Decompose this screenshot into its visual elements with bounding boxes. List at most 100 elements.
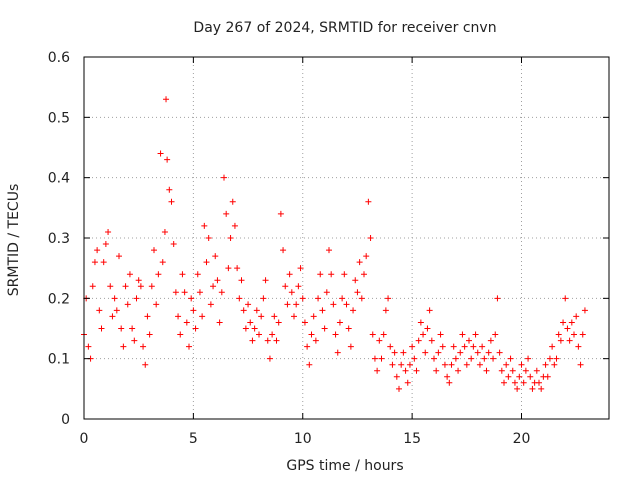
data-point xyxy=(192,325,199,332)
data-point xyxy=(293,301,300,308)
data-point xyxy=(450,343,457,350)
data-point xyxy=(560,319,567,326)
x-axis-label: GPS time / hours xyxy=(286,458,403,474)
data-point xyxy=(466,337,472,344)
y-tick-label: 0.2 xyxy=(48,291,70,307)
data-point xyxy=(118,325,125,332)
data-point xyxy=(564,325,571,332)
data-point xyxy=(409,343,416,350)
data-point xyxy=(380,331,387,338)
data-point xyxy=(371,355,378,362)
data-point xyxy=(481,355,488,362)
data-point xyxy=(168,198,175,205)
data-point xyxy=(581,307,588,314)
data-point xyxy=(153,301,160,308)
data-point xyxy=(175,313,182,320)
data-point xyxy=(273,337,280,344)
data-point xyxy=(234,265,241,272)
data-point xyxy=(247,319,254,326)
data-point xyxy=(96,307,103,314)
data-point xyxy=(172,289,179,296)
data-point xyxy=(100,259,107,266)
data-point xyxy=(129,325,136,332)
data-point xyxy=(402,367,409,374)
tick-labels: 0 0.1 0.2 0.3 0.4 0.5 0.6 0 5 10 15 20 xyxy=(48,50,531,447)
data-point xyxy=(288,289,295,296)
data-point xyxy=(514,385,521,392)
data-point xyxy=(498,367,505,374)
data-point xyxy=(323,289,330,296)
data-point xyxy=(107,283,114,290)
data-point xyxy=(334,349,341,356)
data-point xyxy=(120,343,127,350)
data-point xyxy=(400,349,407,356)
data-point xyxy=(266,355,273,362)
data-point xyxy=(476,361,483,368)
data-point xyxy=(396,385,402,392)
data-point xyxy=(444,373,451,380)
data-point xyxy=(538,385,545,392)
data-point xyxy=(518,361,525,368)
data-point xyxy=(258,313,265,320)
data-point xyxy=(544,373,551,380)
data-point xyxy=(319,307,326,314)
data-point xyxy=(446,379,453,386)
data-point xyxy=(225,265,232,272)
data-point xyxy=(306,361,313,368)
data-point xyxy=(520,379,527,386)
data-point xyxy=(420,331,427,338)
data-point xyxy=(522,367,529,374)
y-axis-label: SRMTID / TECUs xyxy=(6,184,22,297)
y-tick-label: 0.5 xyxy=(48,110,70,126)
data-point xyxy=(131,337,138,344)
data-point xyxy=(575,343,582,350)
data-point xyxy=(282,283,289,290)
data-point xyxy=(459,331,466,338)
data-point xyxy=(330,301,337,308)
data-point xyxy=(183,319,190,326)
data-point xyxy=(151,247,157,254)
data-point xyxy=(374,367,381,374)
data-point xyxy=(437,331,444,338)
data-point xyxy=(546,355,553,362)
data-point xyxy=(341,271,348,278)
data-point xyxy=(542,361,549,368)
data-point xyxy=(455,367,462,374)
data-point xyxy=(413,367,420,374)
data-point xyxy=(525,355,532,362)
plot-frame xyxy=(83,56,610,420)
data-point xyxy=(269,331,276,338)
data-point xyxy=(509,367,516,374)
data-point xyxy=(133,295,140,302)
data-point xyxy=(433,367,440,374)
data-point xyxy=(568,319,575,326)
data-point xyxy=(166,186,173,193)
data-point xyxy=(137,283,144,290)
data-point xyxy=(439,343,446,350)
data-point xyxy=(201,222,208,229)
data-point xyxy=(212,253,219,260)
data-point xyxy=(573,313,580,320)
data-point xyxy=(345,325,352,332)
data-point xyxy=(218,289,225,296)
data-point xyxy=(301,319,308,326)
data-point xyxy=(238,277,245,284)
data-point xyxy=(511,379,518,386)
data-point xyxy=(503,361,510,368)
data-point xyxy=(562,295,569,302)
data-point xyxy=(404,379,411,386)
data-point xyxy=(343,301,350,308)
data-point xyxy=(501,379,507,386)
data-point xyxy=(223,210,230,217)
data-point xyxy=(159,259,166,266)
data-point xyxy=(102,241,109,248)
data-point xyxy=(417,319,424,326)
data-point xyxy=(490,355,497,362)
data-point xyxy=(277,210,284,217)
data-point xyxy=(577,361,584,368)
data-point xyxy=(350,307,357,314)
data-point xyxy=(240,307,247,314)
data-point xyxy=(566,337,573,344)
data-point xyxy=(527,373,534,380)
data-point xyxy=(382,307,389,314)
